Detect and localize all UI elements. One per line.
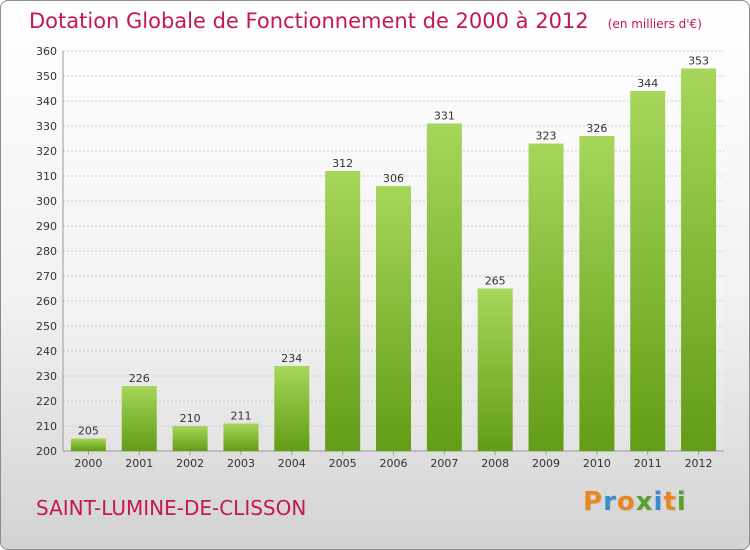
bar-2012 — [681, 68, 717, 451]
logo-letter: x — [635, 487, 654, 517]
data-label-2011: 344 — [637, 77, 658, 90]
y-tick-label: 290 — [36, 220, 57, 233]
y-tick-label: 350 — [36, 70, 57, 83]
y-tick-label: 200 — [36, 445, 57, 458]
y-tick-label: 330 — [36, 120, 57, 133]
bar-2007 — [426, 123, 462, 451]
x-tick-label-2004: 2004 — [278, 457, 306, 470]
logo-letter: o — [616, 487, 636, 517]
x-tick-label-2006: 2006 — [380, 457, 408, 470]
bar-2000 — [70, 438, 106, 451]
data-label-2000: 205 — [78, 425, 99, 438]
y-tick-label: 310 — [36, 170, 57, 183]
x-tick-label-2012: 2012 — [685, 457, 713, 470]
y-tick-label: 270 — [36, 270, 57, 283]
data-label-2012: 353 — [688, 55, 709, 68]
title-block: Dotation Globale de Fonctionnement de 20… — [29, 9, 702, 33]
data-label-2007: 331 — [434, 110, 455, 123]
x-tick-label-2008: 2008 — [481, 457, 509, 470]
y-tick-label: 260 — [36, 295, 57, 308]
chart-title: Dotation Globale de Fonctionnement de 20… — [29, 9, 589, 33]
data-label-2001: 226 — [129, 372, 150, 385]
x-tick-label-2007: 2007 — [430, 457, 458, 470]
logo-letter: t — [663, 487, 677, 517]
y-tick-label: 300 — [36, 195, 57, 208]
x-tick-label-2003: 2003 — [227, 457, 255, 470]
bar-2009 — [528, 143, 564, 451]
bar-2002 — [172, 426, 208, 451]
y-tick-label: 280 — [36, 245, 57, 258]
y-tick-label: 210 — [36, 420, 57, 433]
logo-letter: P — [583, 487, 604, 517]
data-label-2010: 326 — [586, 122, 607, 135]
data-label-2003: 211 — [230, 410, 251, 423]
x-tick-label-2002: 2002 — [176, 457, 204, 470]
bar-2010 — [579, 136, 615, 451]
y-tick-label: 220 — [36, 395, 57, 408]
proxiti-logo: Proxiti — [583, 487, 687, 517]
y-tick-label: 250 — [36, 320, 57, 333]
logo-letter: r — [603, 487, 617, 517]
y-tick-label: 320 — [36, 145, 57, 158]
x-tick-label-2009: 2009 — [532, 457, 560, 470]
bar-2001 — [121, 386, 157, 451]
y-tick-label: 340 — [36, 95, 57, 108]
logo-letter: i — [676, 487, 687, 517]
bar-2004 — [274, 366, 310, 451]
data-label-2004: 234 — [281, 352, 302, 365]
x-tick-label-2010: 2010 — [583, 457, 611, 470]
logo-letter: i — [653, 487, 664, 517]
data-label-2008: 265 — [485, 275, 506, 288]
bar-2008 — [477, 288, 513, 451]
data-label-2009: 323 — [536, 130, 557, 143]
data-label-2006: 306 — [383, 172, 404, 185]
data-label-2005: 312 — [332, 157, 353, 170]
x-tick-label-2005: 2005 — [329, 457, 357, 470]
y-tick-label: 240 — [36, 345, 57, 358]
unit-note: (en milliers d'€) — [607, 17, 702, 31]
data-label-2002: 210 — [180, 412, 201, 425]
city-name: SAINT-LUMINE-DE-CLISSON — [36, 496, 307, 520]
bar-2006 — [376, 186, 411, 451]
x-tick-label-2000: 2000 — [74, 457, 102, 470]
x-tick-label-2011: 2011 — [634, 457, 662, 470]
y-tick-label: 230 — [36, 370, 57, 383]
bar-2003 — [223, 423, 259, 451]
bar-2011 — [630, 91, 666, 451]
y-tick-label: 360 — [36, 45, 57, 58]
x-tick-label-2001: 2001 — [125, 457, 153, 470]
bar-2005 — [325, 171, 361, 451]
